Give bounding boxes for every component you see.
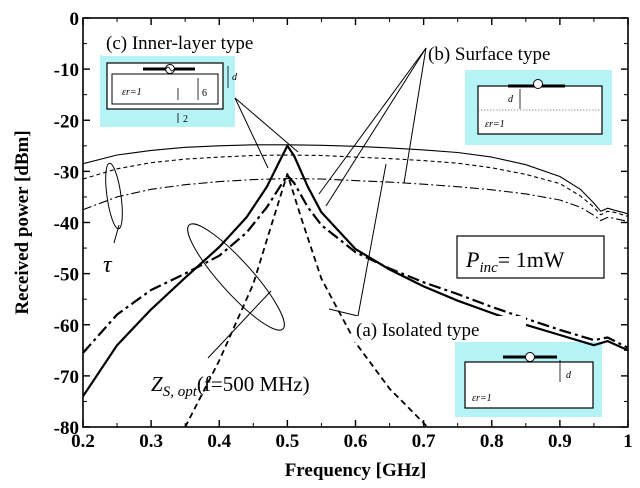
inset-inner-inner-box <box>111 73 219 105</box>
series-layer <box>83 144 628 427</box>
pinc-label: Pinc= 1mW <box>465 247 565 276</box>
y-tick-label: -10 <box>54 60 79 81</box>
inset-inner-layer: d εr=1 6 2 <box>100 55 238 127</box>
inset-surface: d εr=1 <box>465 70 612 145</box>
annotation-zs: ZS, opt(f=500 MHz) <box>151 372 310 400</box>
pointer-inner-2 <box>234 97 299 153</box>
series-line-solid-thick <box>83 144 628 397</box>
x-tick-label: 0.6 <box>344 431 368 452</box>
x-tick-label: 0.3 <box>139 431 163 452</box>
y-axis-title: Received power [dBm] <box>12 130 33 314</box>
x-tick-label: 0.9 <box>548 431 572 452</box>
inset-isolated-box <box>464 361 594 409</box>
x-tick-label: 0.2 <box>71 431 95 452</box>
zs-sub: S, opt <box>163 384 198 400</box>
series-line-dashdot-thick <box>83 174 628 354</box>
inset-inner-outer-box <box>106 62 224 110</box>
pinc-box-frame <box>456 235 605 279</box>
inset-surface-source-icon <box>533 79 543 89</box>
series-line-dashed-thin <box>83 154 628 217</box>
annotation-surface: (b) Surface type <box>428 44 550 65</box>
y-tick-label: -70 <box>54 367 79 388</box>
insets-layer: d εr=1 6 2 d εr=1 d εr=1 <box>100 55 612 417</box>
zs-main: Z <box>151 372 163 396</box>
series-line-dashdot-thin <box>83 177 628 223</box>
pinc-label-rest: = 1mW <box>498 247 565 272</box>
inset-surface-eps-label: εr=1 <box>485 119 505 130</box>
axes-layer: 0.2 0.3 0.4 0.5 0.6 0.7 0.8 0.9 1 0 -10 -20 -30 -40 -5… <box>12 9 633 481</box>
x-tick-label: 0.7 <box>412 431 436 452</box>
pointer-surface-3 <box>403 47 427 184</box>
inset-inner-eps-label: εr=1 <box>122 87 142 98</box>
annotation-inner-layer: (c) Inner-layer type <box>106 33 253 54</box>
inset-inner-6-label: 6 <box>202 88 207 99</box>
x-tick-label: 0.4 <box>207 431 231 452</box>
y-tick-label: -80 <box>54 418 79 439</box>
pointer-surface-2 <box>325 47 427 207</box>
x-tick-label: 0.8 <box>480 431 504 452</box>
y-tick-label: 0 <box>70 9 80 30</box>
pointer-tau <box>113 224 120 244</box>
zs-rest: (f=500 MHz) <box>197 372 310 396</box>
pointer-zs-1 <box>207 290 272 359</box>
y-tick-label: -60 <box>54 316 79 337</box>
inset-isolated: d εr=1 <box>455 342 602 417</box>
pointer-inner-1 <box>234 97 269 169</box>
inner-title-bg <box>102 30 314 56</box>
pointer-isolated-1 <box>357 163 387 317</box>
pinc-label-main: P <box>465 247 479 272</box>
pointer-isolated-2 <box>328 308 359 317</box>
annotation-isolated: (a) Isolated type <box>356 320 479 341</box>
y-tick-label: -50 <box>54 265 79 286</box>
y-tick-label: -30 <box>54 162 79 183</box>
series-line-dashed-thick <box>184 172 428 427</box>
isolated-label-bg <box>352 316 526 342</box>
pointer-surface-1 <box>318 47 427 195</box>
annotation-tau: τ <box>103 252 113 278</box>
y-tick-label: -20 <box>54 111 79 132</box>
x-axis-title: Frequency [GHz] <box>285 460 427 481</box>
pinc-box: Pinc= 1mW <box>456 235 605 279</box>
series-line-solid-thin <box>83 144 628 215</box>
inset-inner-d-label: d <box>232 72 238 83</box>
inset-isolated-eps-label: εr=1 <box>472 393 492 404</box>
inset-surface-d-label: d <box>508 94 514 105</box>
zs-ellipse <box>187 223 285 331</box>
inset-isolated-d-label: d <box>566 370 572 381</box>
y-tick-label: -40 <box>54 214 79 235</box>
pinc-label-sub: inc <box>479 260 498 276</box>
annotation-labels: (c) Inner-layer type (b) Surface type (a… <box>102 30 550 400</box>
x-tick-label: 0.5 <box>276 431 300 452</box>
inset-inner-2-label: 2 <box>183 114 188 125</box>
annotation-pointers <box>105 47 427 359</box>
inset-isolated-source-icon <box>525 352 535 362</box>
tau-ellipse <box>105 162 123 230</box>
x-tick-label: 1 <box>623 431 633 452</box>
inset-inner-source-wave <box>165 66 175 72</box>
